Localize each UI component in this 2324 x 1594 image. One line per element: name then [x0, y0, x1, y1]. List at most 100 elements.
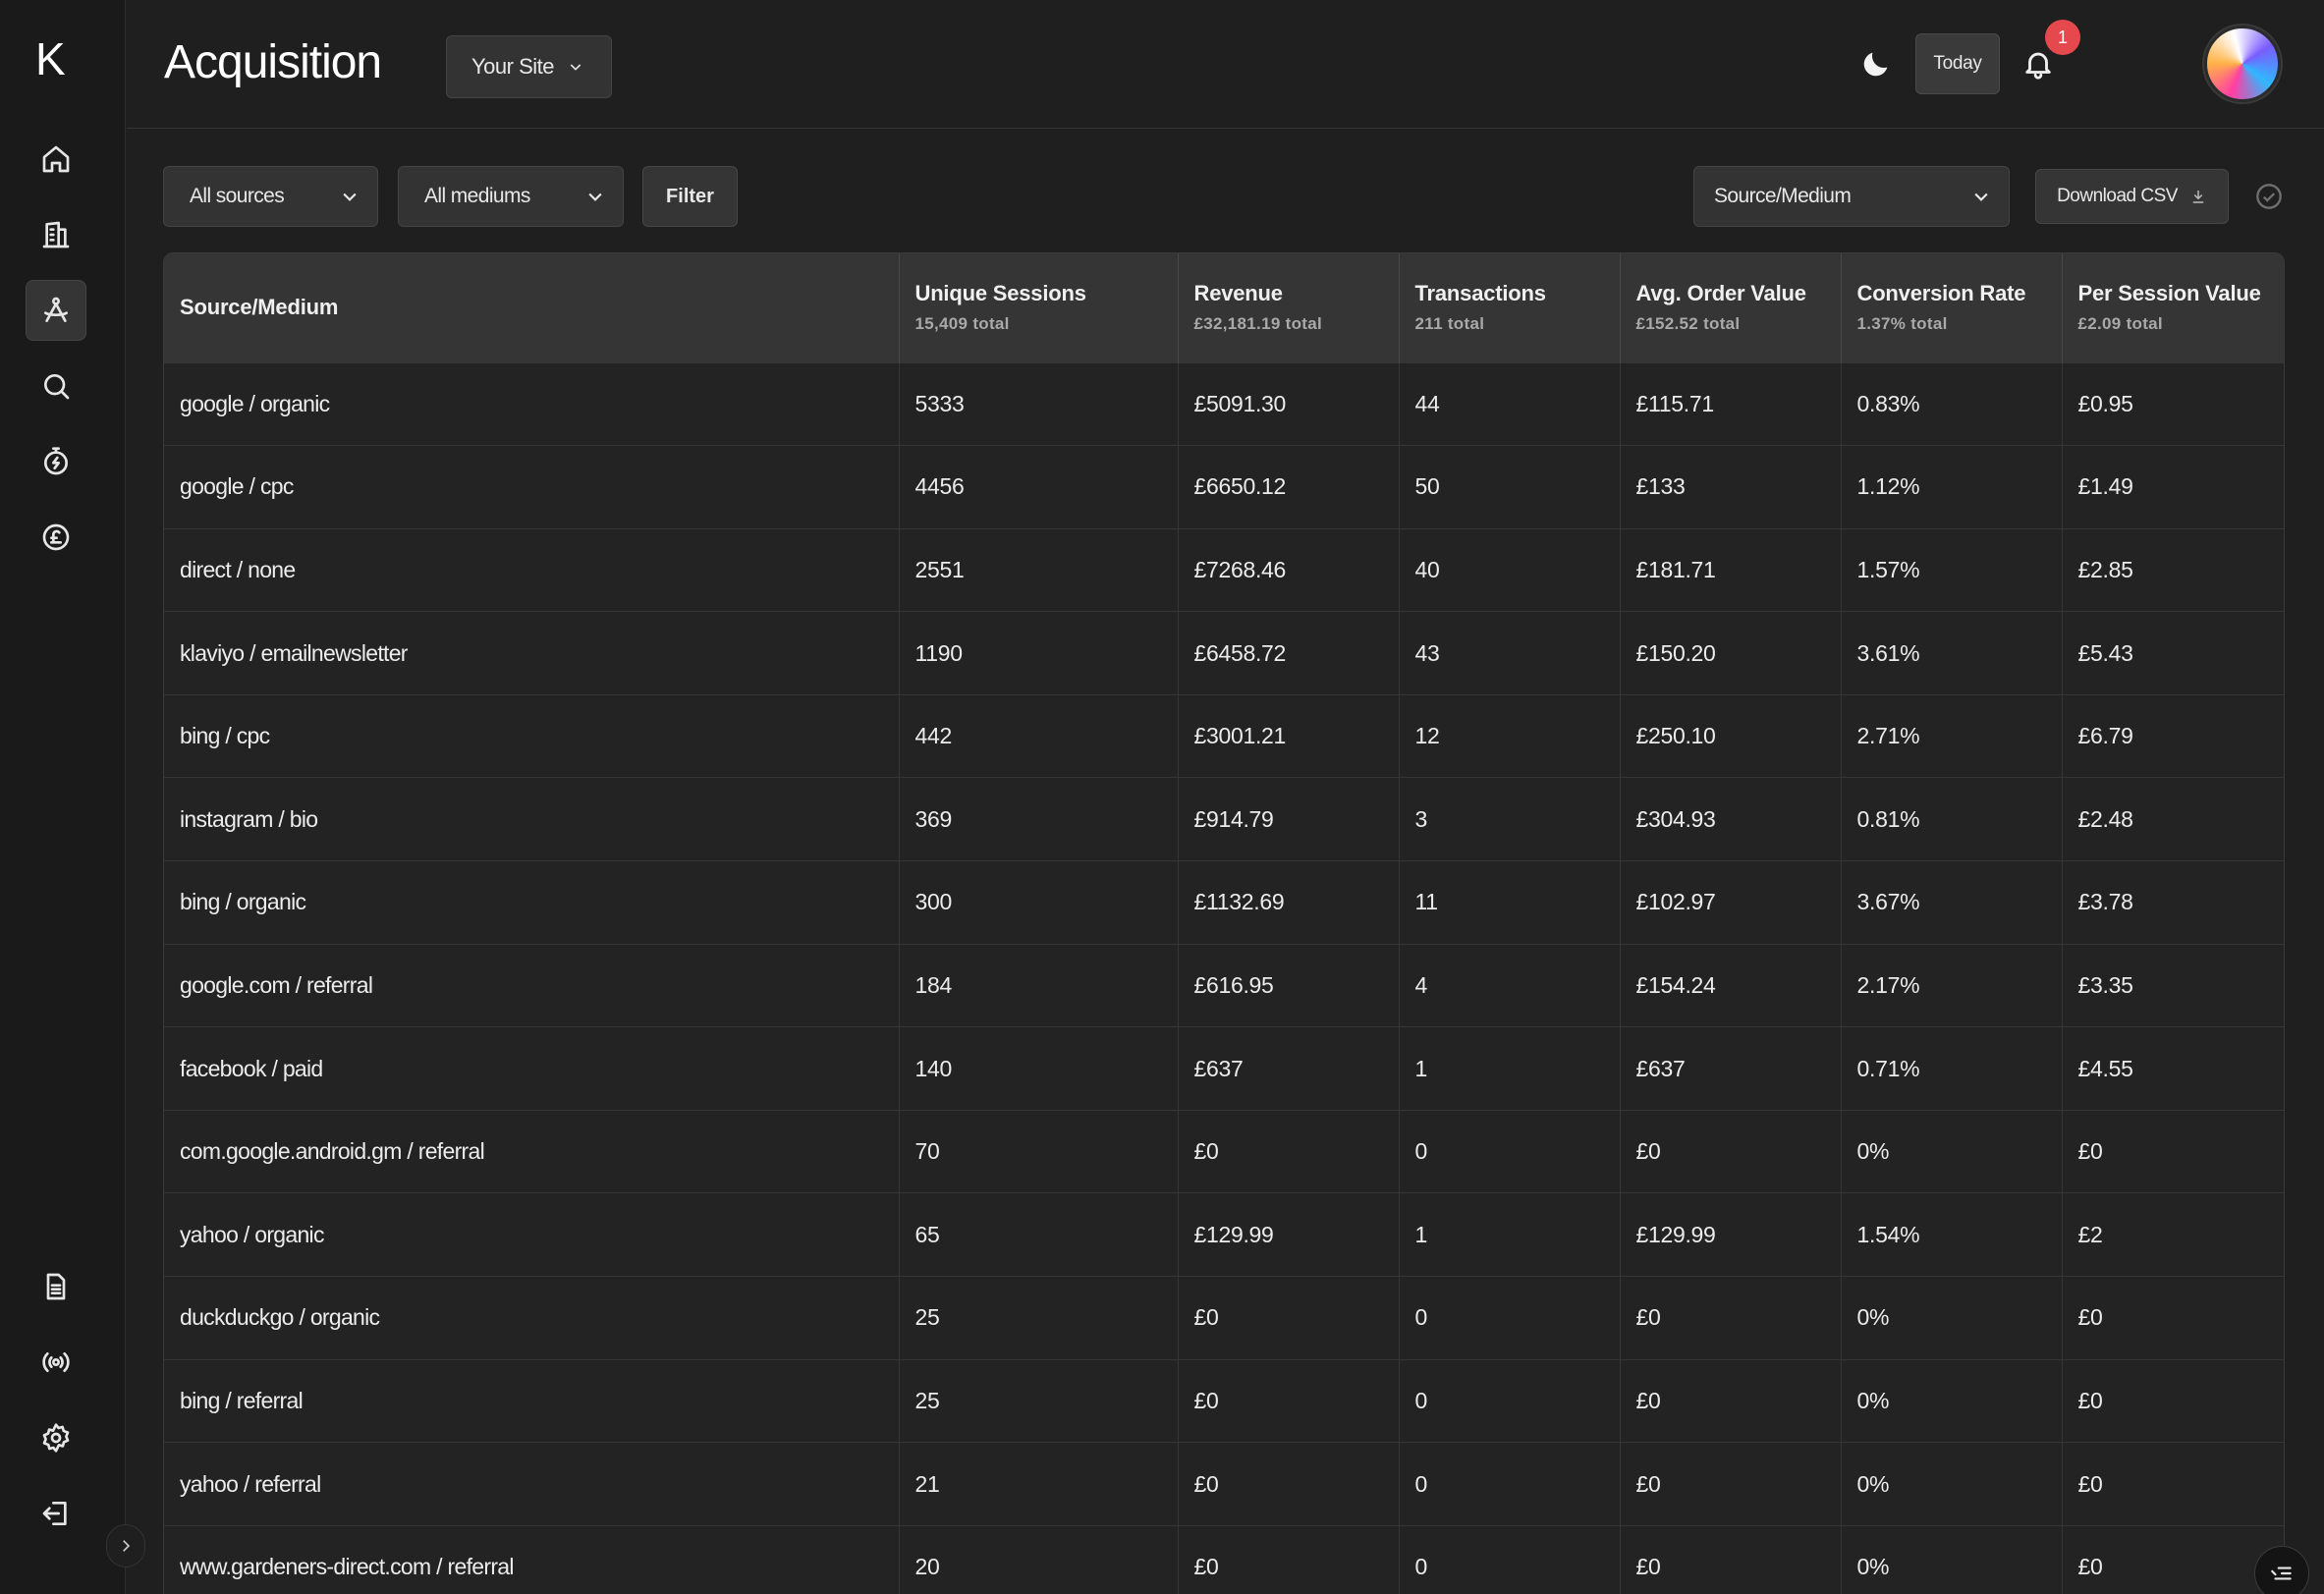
sidebar-item-building[interactable]: [26, 204, 86, 265]
table-row[interactable]: facebook / paid 140 £637 1 £637 0.71% £4.55: [164, 1026, 2284, 1111]
metric-cell: £6650.12: [1178, 445, 1400, 529]
column-total: £152.52 total: [1635, 314, 1741, 334]
metric-cell: £0: [1178, 1442, 1400, 1526]
table-row[interactable]: www.gardeners-direct.com / referral 20 £0 0…: [164, 1525, 2284, 1594]
check-circle-icon[interactable]: [2255, 183, 2283, 210]
column-header-label: Source/Medium: [180, 295, 339, 320]
sidebar-item-logout[interactable]: [26, 1483, 86, 1544]
source-medium-cell: bing / referral: [164, 1359, 900, 1443]
logout-icon: [42, 1502, 67, 1525]
theme-toggle[interactable]: [1856, 44, 1896, 83]
date-range-button[interactable]: Today: [1915, 33, 2000, 94]
metric-cell: 1.54%: [1841, 1192, 2063, 1277]
avatar[interactable]: [2204, 26, 2281, 102]
metric-cell: £1132.69: [1178, 860, 1400, 945]
metric-cell: £154.24: [1620, 944, 1842, 1027]
table-row[interactable]: klaviyo / emailnewsletter 1190 £6458.72 43 £…: [164, 611, 2284, 695]
menu-lines-icon: [2271, 1567, 2292, 1580]
sidebar-item-live[interactable]: [26, 1332, 86, 1393]
table-row[interactable]: google / cpc 4456 £6650.12 50 £133 1.12% £1.49: [164, 445, 2284, 529]
building-icon: [42, 221, 70, 248]
metric-cell: 140: [899, 1026, 1179, 1111]
metric-cell: 1: [1399, 1192, 1621, 1277]
metric-cell: 0: [1399, 1442, 1621, 1526]
chevron-down-icon: [570, 64, 581, 71]
metric-cell: 300: [899, 860, 1179, 945]
table-row[interactable]: yahoo / organic 65 £129.99 1 £129.99 1.54% £2: [164, 1192, 2284, 1277]
sidebar-collapse-button[interactable]: [106, 1524, 145, 1567]
source-medium-cell: facebook / paid: [164, 1026, 900, 1111]
source-medium-cell: instagram / bio: [164, 777, 900, 861]
metric-cell: £0: [1620, 1110, 1842, 1193]
table-row[interactable]: bing / referral 25 £0 0 £0 0% £0: [164, 1359, 2284, 1443]
sidebar-item-stopwatch[interactable]: [26, 431, 86, 492]
metric-cell: £3.35: [2077, 971, 2133, 998]
search-icon: [44, 374, 70, 400]
metric-cell: £637: [1178, 1026, 1400, 1111]
column-header[interactable]: Avg. Order Value £152.52 total: [1620, 253, 1842, 362]
metric-cell: 2551: [899, 528, 1179, 612]
chat-widget-button[interactable]: [2254, 1546, 2309, 1594]
metric-cell: 11: [1399, 860, 1621, 945]
download-csv-button[interactable]: Download CSV: [2035, 169, 2229, 224]
table-row[interactable]: com.google.android.gm / referral 70 £0 0 £0 0…: [164, 1110, 2284, 1193]
metric-cell: £115.71: [1620, 362, 1842, 446]
table-row[interactable]: duckduckgo / organic 25 £0 0 £0 0% £0: [164, 1276, 2284, 1360]
sidebar-item-settings[interactable]: [26, 1407, 86, 1468]
metric-cell: £5091.30: [1178, 362, 1400, 446]
mediums-select-value: All mediums: [424, 185, 530, 207]
home-icon: [42, 145, 70, 173]
metric-cell: 184: [899, 944, 1179, 1027]
table-row[interactable]: direct / none 2551 £7268.46 40 £181.71 1.57% £…: [164, 528, 2284, 612]
source-medium-cell: duckduckgo / organic: [164, 1276, 900, 1360]
metric-cell: 1.12%: [1841, 445, 2063, 529]
column-header-label: Conversion Rate: [1856, 281, 2026, 306]
table-header-row: Source/Medium Unique Sessions 15,409 total…: [164, 253, 2284, 362]
metric-cell: 5333: [899, 362, 1179, 446]
source-medium-cell: com.google.android.gm / referral: [164, 1110, 900, 1193]
group-by-select[interactable]: Source/Medium: [1693, 166, 2010, 227]
sidebar-item-acquisition[interactable]: [26, 280, 86, 341]
table-row[interactable]: yahoo / referral 21 £0 0 £0 0% £0: [164, 1442, 2284, 1526]
metric-cell: £133: [1620, 445, 1842, 529]
notifications-button[interactable]: [2018, 43, 2059, 84]
column-header[interactable]: Revenue £32,181.19 total: [1178, 253, 1400, 362]
metric-cell: £0: [1178, 1525, 1400, 1594]
metric-cell: £0: [2077, 1138, 2103, 1165]
column-total: £32,181.19 total: [1193, 314, 1322, 334]
sidebar-item-reports[interactable]: [26, 1256, 86, 1317]
table-row[interactable]: google.com / referral 184 £616.95 4 £154.24 2…: [164, 944, 2284, 1027]
column-header[interactable]: Unique Sessions 15,409 total: [899, 253, 1179, 362]
metric-cell: £637: [1620, 1026, 1842, 1111]
table-row[interactable]: bing / organic 300 £1132.69 11 £102.97 3.67% £…: [164, 860, 2284, 945]
sidebar-item-search[interactable]: [26, 356, 86, 416]
metric-cell: £250.10: [1620, 694, 1842, 778]
data-table: Source/Medium Unique Sessions 15,409 total…: [164, 253, 2284, 1594]
metric-cell: 20: [899, 1525, 1179, 1594]
table-row[interactable]: bing / cpc 442 £3001.21 12 £250.10 2.71% £6.79: [164, 694, 2284, 778]
site-select[interactable]: Your Site: [446, 35, 612, 98]
chevron-down-icon: [1974, 192, 1988, 201]
column-header-label: Avg. Order Value: [1635, 281, 1806, 306]
metric-cell: 0%: [1841, 1110, 2063, 1193]
metric-cell: 0: [1399, 1276, 1621, 1360]
gear-icon: [42, 1423, 70, 1453]
table-row[interactable]: instagram / bio 369 £914.79 3 £304.93 0.81% £2…: [164, 777, 2284, 861]
column-header[interactable]: Source/Medium: [164, 253, 900, 362]
table-row[interactable]: google / organic 5333 £5091.30 44 £115.71 0.8…: [164, 362, 2284, 446]
metric-cell: £129.99: [1620, 1192, 1842, 1277]
metric-cell: 442: [899, 694, 1179, 778]
filter-button[interactable]: Filter: [642, 166, 738, 227]
metric-cell: £150.20: [1620, 611, 1842, 695]
app-logo[interactable]: K: [35, 33, 66, 84]
column-header[interactable]: Transactions 211 total: [1399, 253, 1621, 362]
chevron-down-icon: [588, 192, 602, 201]
sidebar-item-revenue[interactable]: [26, 507, 86, 568]
sidebar-item-home[interactable]: [26, 129, 86, 190]
sources-select[interactable]: All sources: [163, 166, 378, 227]
column-header[interactable]: Per Session Value £2.09 total: [2062, 253, 2284, 362]
metric-cell: £129.99: [1178, 1192, 1400, 1277]
mediums-select[interactable]: All mediums: [398, 166, 624, 227]
column-header[interactable]: Conversion Rate 1.37% total: [1841, 253, 2063, 362]
metric-cell: 0.83%: [1841, 362, 2063, 446]
